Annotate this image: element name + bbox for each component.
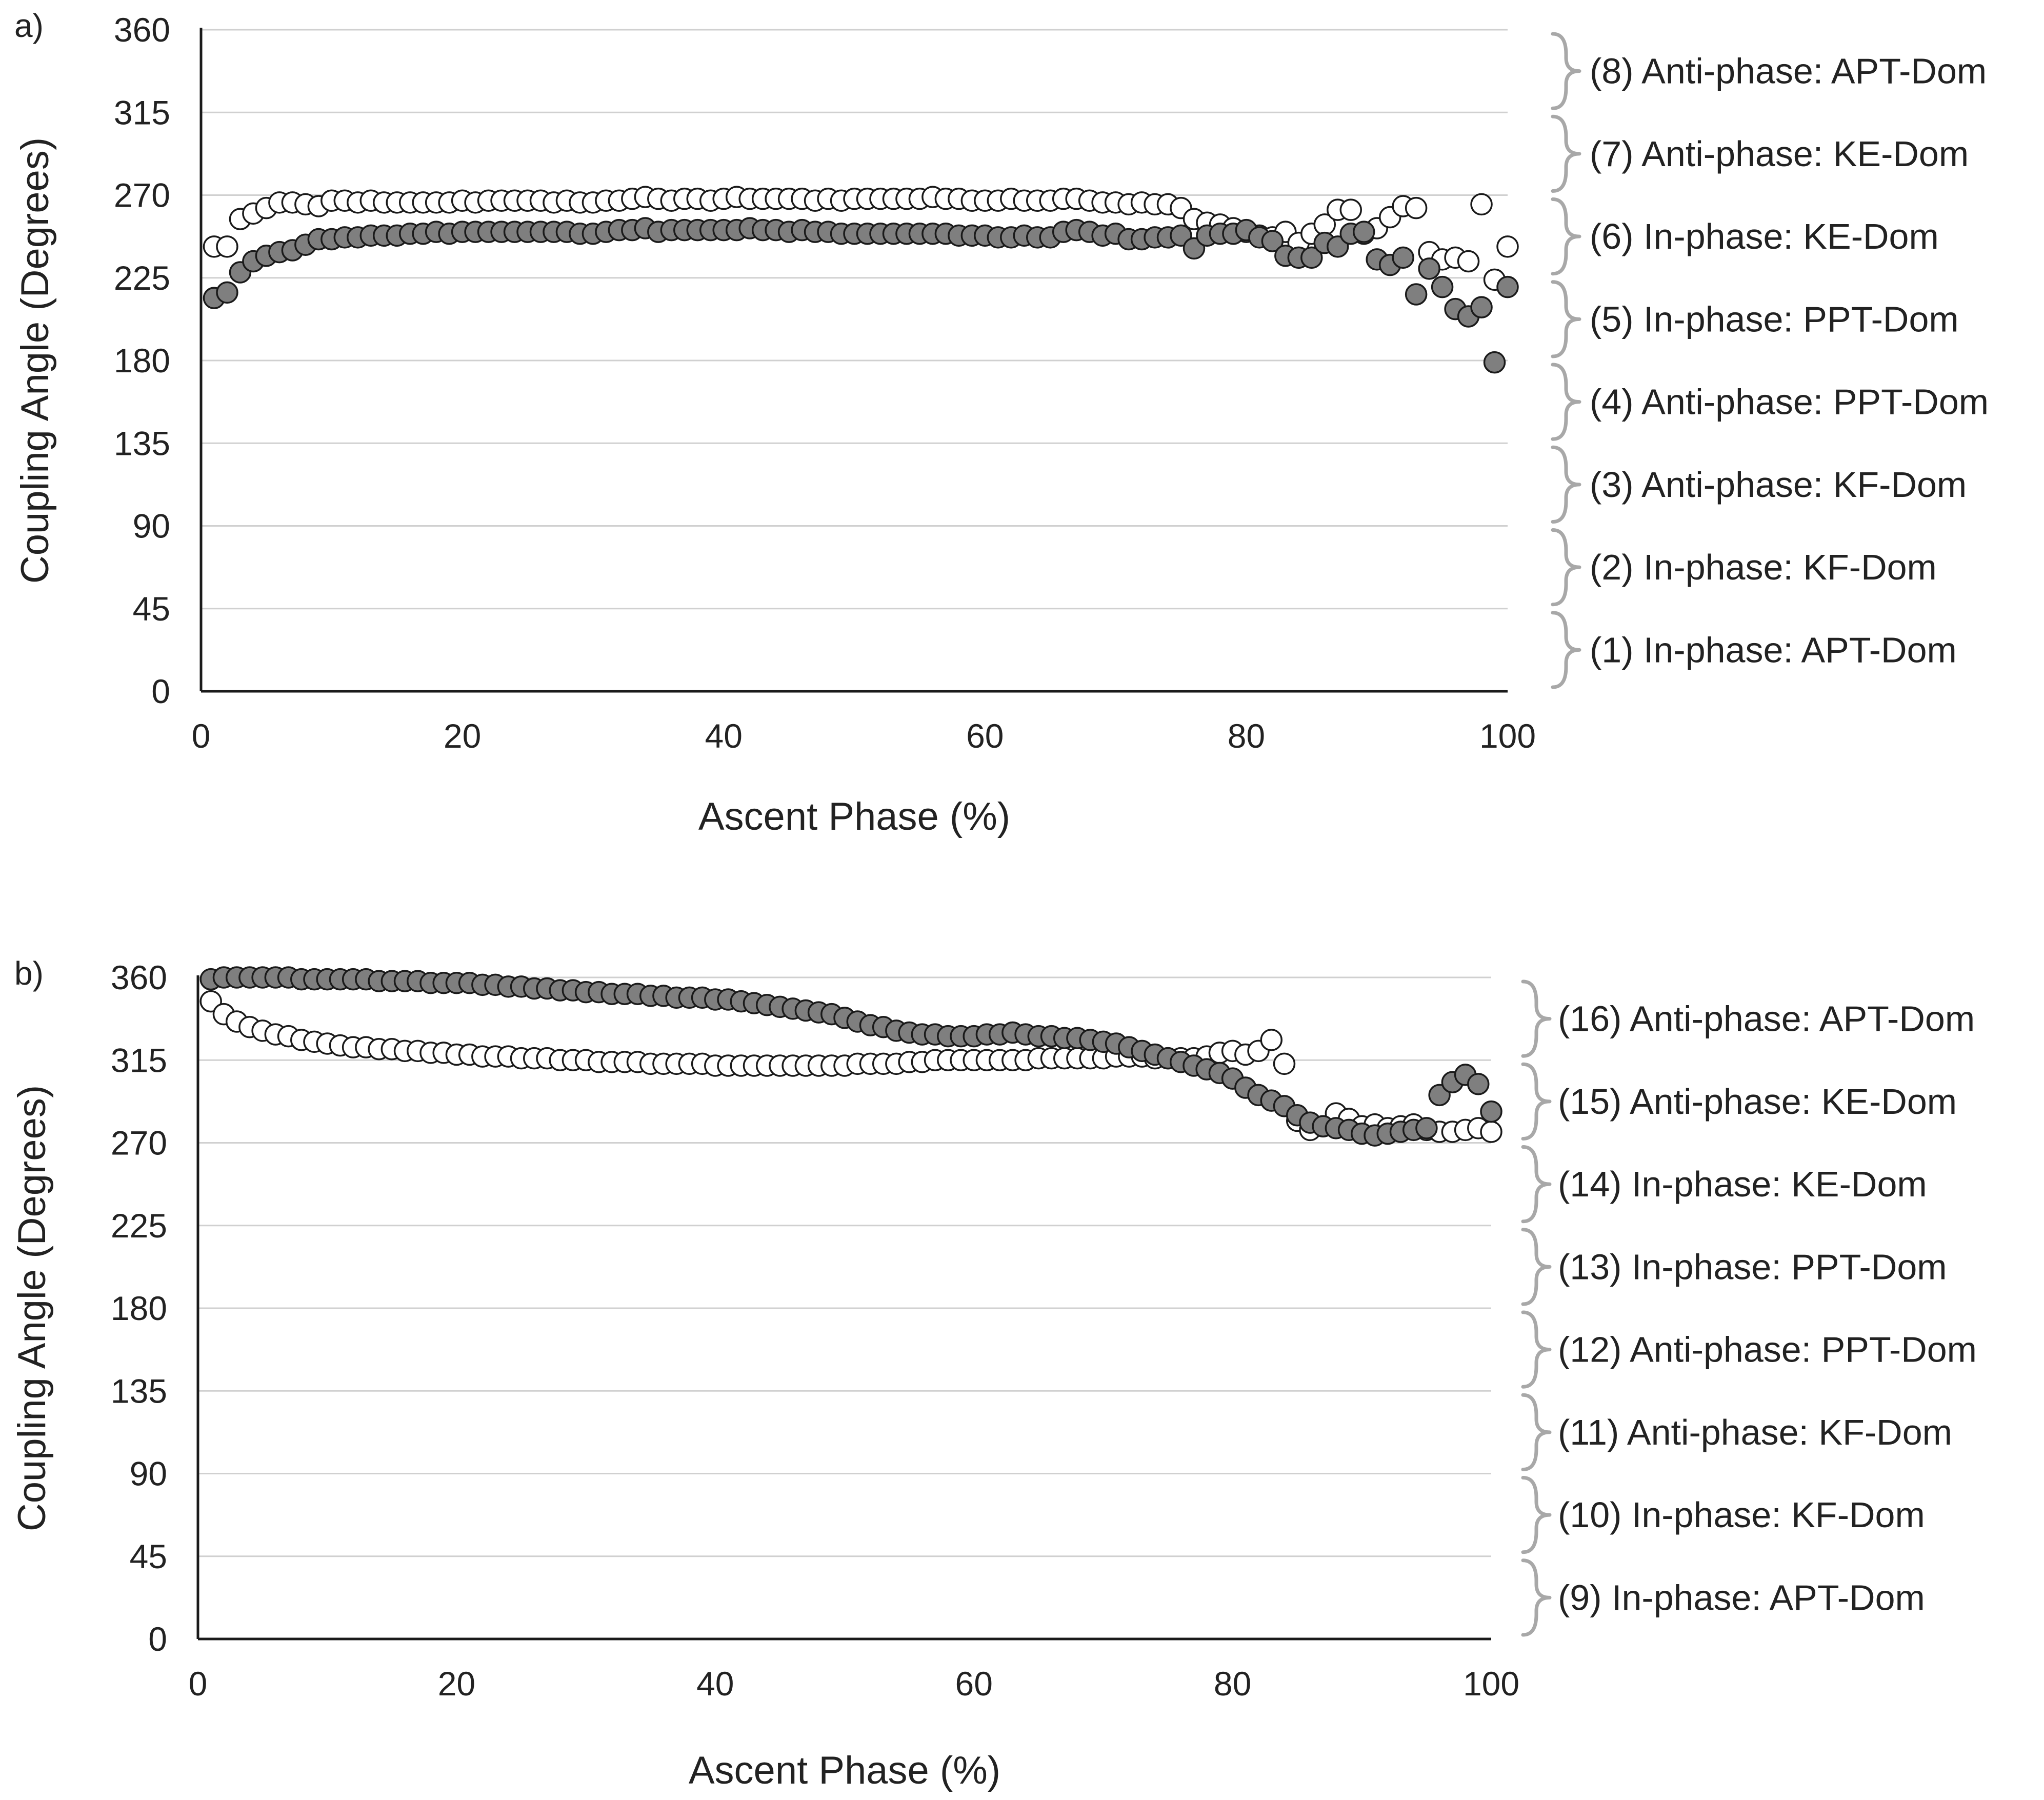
zone-brace [1521, 1228, 1552, 1306]
y-tick-label: 135 [111, 1372, 167, 1410]
zone-label: (16) Anti-phase: APT-Dom [1558, 999, 1975, 1039]
data-point [1405, 283, 1428, 306]
zone-label: (10) In-phase: KF-Dom [1558, 1495, 1925, 1535]
x-tick-label: 40 [696, 1665, 734, 1703]
y-tick-label: 180 [114, 342, 170, 379]
zone-label: (9) In-phase: APT-Dom [1558, 1577, 1925, 1617]
x-axis-title: Ascent Phase (%) [698, 795, 1010, 838]
zone-label: (14) In-phase: KE-Dom [1558, 1164, 1927, 1204]
zone-brace [1521, 1145, 1552, 1224]
zone-brace [1521, 1558, 1552, 1637]
zone-brace [1551, 32, 1581, 110]
y-tick-label: 90 [130, 1455, 167, 1493]
x-tick-label: 80 [1214, 1665, 1251, 1703]
y-axis-title: Coupling Angle (Degrees) [13, 137, 57, 584]
y-tick-label: 0 [151, 672, 170, 710]
zone-label: (3) Anti-phase: KF-Dom [1590, 465, 1967, 505]
x-tick-label: 100 [1479, 717, 1536, 755]
series-filled [203, 217, 1519, 374]
data-point [1431, 275, 1454, 298]
panel-a: a) 0 45 90 135 180 225 270 315 360 0 20 40 60 80 100 Cou… [13, 7, 1989, 838]
data-point [1470, 296, 1493, 318]
data-point [1415, 1117, 1438, 1139]
data-point [1457, 250, 1480, 273]
zone-brace [1551, 528, 1581, 607]
data-point [1300, 246, 1323, 269]
panel-label: b) [14, 955, 44, 992]
x-tick-label: 100 [1463, 1665, 1519, 1703]
zone-brace [1521, 979, 1552, 1058]
zone-brace [1551, 363, 1581, 441]
zone-brace [1521, 1310, 1552, 1389]
series-filled [199, 966, 1502, 1147]
zone-label: (2) In-phase: KF-Dom [1590, 547, 1937, 587]
y-axis-title: Coupling Angle (Degrees) [10, 1085, 54, 1531]
zone-brace [1521, 1393, 1552, 1471]
data-point [1483, 351, 1506, 374]
data-point [1339, 198, 1362, 221]
data-point [1273, 1052, 1296, 1075]
y-tick-label: 0 [148, 1620, 167, 1658]
data-point [1467, 1073, 1490, 1095]
zone-brace [1551, 611, 1581, 689]
data-point [1392, 246, 1414, 269]
y-tick-label: 360 [111, 958, 167, 996]
data-point [1470, 193, 1493, 216]
zone-brace [1521, 1476, 1552, 1554]
y-tick-label: 360 [114, 11, 170, 49]
zone-brace [1521, 1062, 1552, 1141]
data-point [216, 235, 238, 258]
y-tick-label: 180 [111, 1289, 167, 1327]
series-open [199, 990, 1502, 1143]
zone-label: (6) In-phase: KE-Dom [1590, 216, 1939, 256]
x-tick-label: 20 [438, 1665, 475, 1703]
data-point [1496, 275, 1519, 298]
data-point [1418, 257, 1440, 280]
data-point [1496, 235, 1519, 258]
x-tick-label: 80 [1228, 717, 1265, 755]
x-tick-label: 0 [189, 1665, 208, 1703]
y-tick-label: 135 [114, 424, 170, 462]
x-tick-label: 60 [955, 1665, 992, 1703]
y-tick-label: 270 [114, 176, 170, 214]
panel-label: a) [14, 7, 44, 44]
zone-label: (8) Anti-phase: APT-Dom [1590, 51, 1987, 91]
y-tick-label: 315 [111, 1041, 167, 1079]
x-tick-label: 20 [444, 717, 481, 755]
data-point [1405, 196, 1428, 219]
zone-label: (5) In-phase: PPT-Dom [1590, 299, 1959, 339]
y-tick-label: 225 [111, 1207, 167, 1245]
y-tick-label: 45 [133, 590, 170, 628]
data-point [1480, 1121, 1502, 1143]
y-tick-label: 315 [114, 93, 170, 131]
data-point [1260, 1029, 1283, 1051]
zone-brace [1551, 197, 1581, 276]
zone-brace [1551, 280, 1581, 358]
x-tick-label: 0 [192, 717, 211, 755]
zone-brace [1551, 114, 1581, 193]
x-tick-label: 60 [966, 717, 1004, 755]
zone-label: (11) Anti-phase: KF-Dom [1558, 1412, 1952, 1452]
data-point [1352, 221, 1375, 243]
y-tick-label: 90 [133, 507, 170, 545]
y-tick-label: 225 [114, 259, 170, 297]
data-point [1261, 230, 1284, 252]
zone-label: (1) In-phase: APT-Dom [1590, 630, 1957, 670]
x-tick-label: 40 [705, 717, 742, 755]
y-tick-label: 45 [130, 1537, 167, 1575]
zone-label: (7) Anti-phase: KE-Dom [1590, 134, 1969, 174]
y-tick-label: 270 [111, 1124, 167, 1162]
zone-label: (15) Anti-phase: KE-Dom [1558, 1082, 1957, 1122]
zone-label: (12) Anti-phase: PPT-Dom [1558, 1330, 1977, 1370]
x-axis-title: Ascent Phase (%) [689, 1749, 1000, 1792]
data-point [216, 281, 238, 304]
panel-b: b) 0 45 90 135 180 225 270 315 360 0 20 40 60 80 100 Cou… [10, 955, 1977, 1792]
data-point [1480, 1100, 1502, 1123]
zone-brace [1551, 445, 1581, 524]
zone-label: (4) Anti-phase: PPT-Dom [1590, 382, 1989, 422]
zone-label: (13) In-phase: PPT-Dom [1558, 1247, 1947, 1287]
